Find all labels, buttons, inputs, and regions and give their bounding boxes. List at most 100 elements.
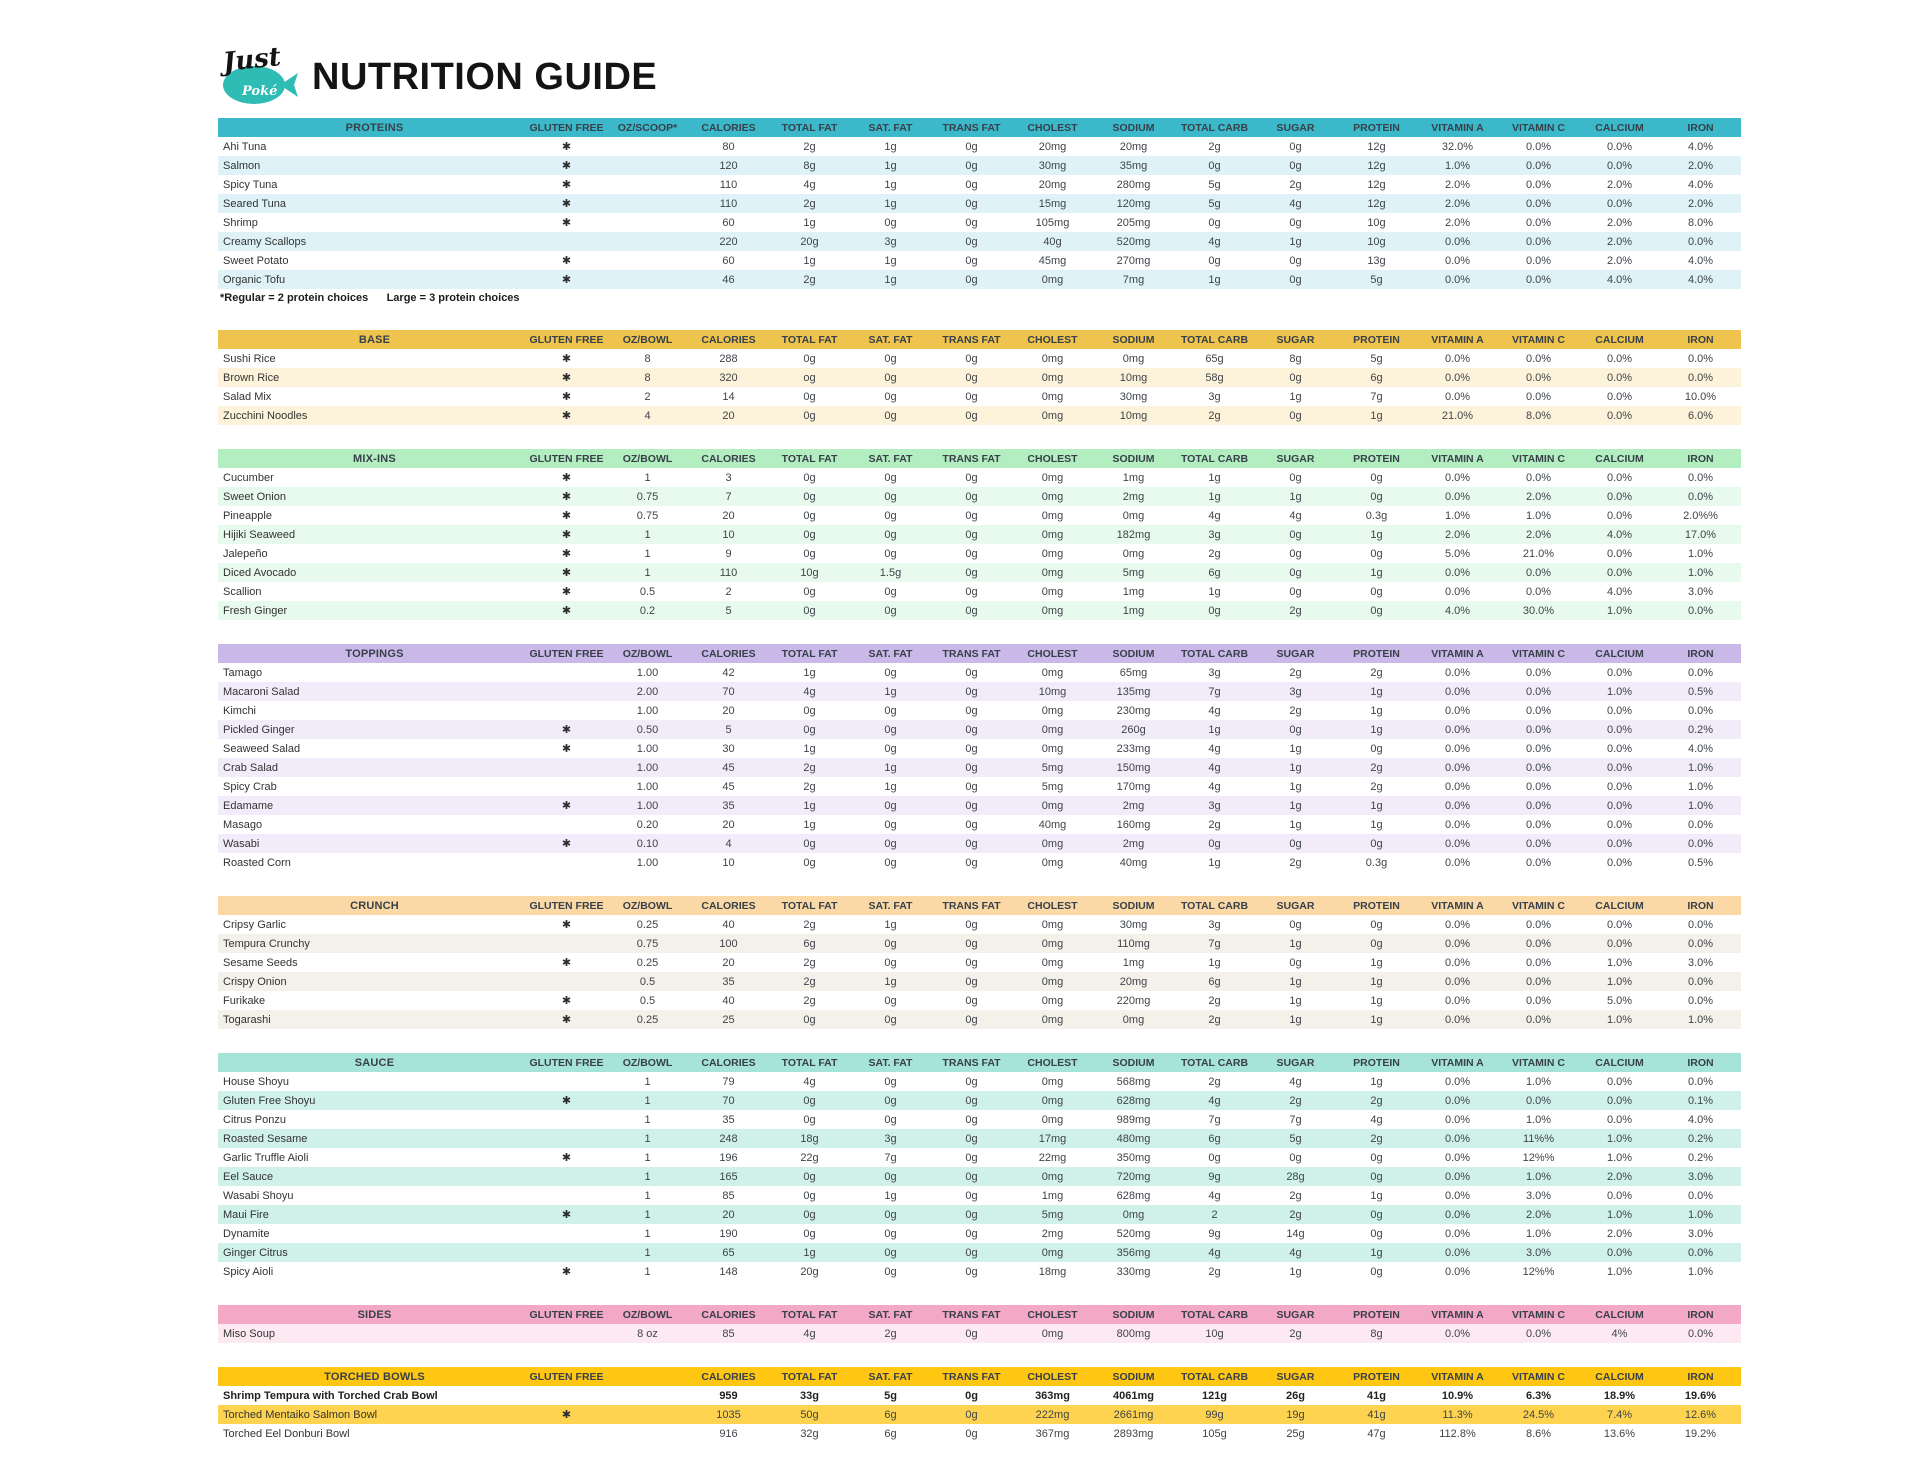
value-trans-fat: 0g: [965, 1227, 978, 1240]
section-toppings: TOPPINGS GLUTEN FREE OZ/BOWL CALORIES TOTAL …: [218, 644, 1741, 872]
value-iron: 3.0%: [1687, 1227, 1714, 1240]
value-vitamin-a: 112.8%: [1439, 1427, 1476, 1440]
gluten-free-icon: ✱: [561, 605, 572, 617]
value-cholest: 30mg: [1038, 159, 1067, 172]
value-sodium: 520mg: [1116, 1227, 1151, 1240]
item-name: Ginger Citrus: [223, 1246, 288, 1259]
value-total-fat: 1g: [803, 216, 816, 229]
quantity-cell: 1: [644, 1265, 651, 1278]
value-sugar: 1g: [1289, 780, 1302, 793]
value-total-carb: 6g: [1208, 566, 1221, 579]
quantity-cell: 1: [644, 1246, 651, 1259]
col-header-vitamin-c: VITAMIN C: [1512, 333, 1565, 346]
value-sat-fat: 3g: [884, 235, 897, 248]
col-header-sat-fat: SAT. FAT: [868, 647, 913, 660]
value-calories: 10: [722, 528, 735, 541]
value-protein: 10g: [1367, 235, 1386, 248]
table-row: Jalepeño ✱ 1 9 0g 0g 0g 0mg 0mg 2g 0g 0g 5.0% 21.0% 0.…: [218, 544, 1741, 563]
value-iron: 0.1%: [1687, 1094, 1714, 1107]
value-sat-fat: 0g: [884, 409, 897, 422]
value-vitamin-a: 0.0%: [1444, 918, 1471, 931]
value-iron: 0.0%: [1687, 1189, 1714, 1202]
value-trans-fat: 0g: [965, 390, 978, 403]
value-sat-fat: 0g: [884, 528, 897, 541]
value-sodium: 160mg: [1116, 818, 1151, 831]
value-sodium: 1mg: [1122, 471, 1145, 484]
value-sodium: 233mg: [1116, 742, 1151, 755]
value-vitamin-c: 1.0%: [1525, 1170, 1552, 1183]
table-row: Citrus Ponzu 1 35 0g 0g 0g 0mg 989mg 7g 7g 4g 0.0% 1…: [218, 1110, 1741, 1129]
value-iron: 1.0%: [1687, 566, 1714, 579]
value-sat-fat: 0g: [884, 956, 897, 969]
table-row: Edamame ✱ 1.00 35 1g 0g 0g 0mg 2mg 3g 1g 1g 0.0% 0.0%…: [218, 796, 1741, 815]
col-header-vitamin-a: VITAMIN A: [1431, 1308, 1484, 1321]
col-header-sodium: SODIUM: [1112, 333, 1155, 346]
value-calcium: 4.0%: [1606, 528, 1633, 541]
table-row: Salad Mix ✱ 2 14 0g 0g 0g 0mg 30mg 3g 1g 7g 0.0% 0.0%…: [218, 387, 1741, 406]
value-calcium: 4.0%: [1606, 585, 1633, 598]
value-vitamin-a: 0.0%: [1444, 1227, 1471, 1240]
value-cholest: 0mg: [1041, 837, 1064, 850]
value-cholest: 0mg: [1041, 975, 1064, 988]
value-sodium: 170mg: [1116, 780, 1151, 793]
quantity-cell: 1: [644, 1189, 651, 1202]
item-name: Gluten Free Shoyu: [223, 1094, 316, 1107]
table-row: Spicy Aioli ✱ 1 148 20g 0g 0g 18mg 330mg 2g 1g 0g 0.…: [218, 1262, 1741, 1281]
section-mix-ins: MIX-INS GLUTEN FREE OZ/BOWL CALORIES TOTAL F…: [218, 449, 1741, 620]
value-cholest: 0mg: [1041, 1327, 1064, 1340]
table-row: Ahi Tuna ✱ 80 2g 1g 0g 20mg 20mg 2g 0g 12g 32.0% 0.0…: [218, 137, 1741, 156]
section-header-row: BASE GLUTEN FREE OZ/BOWL CALORIES TOTAL FAT S…: [218, 330, 1741, 349]
value-calcium: 2.0%: [1606, 1170, 1633, 1183]
value-sodium: 4061mg: [1113, 1389, 1154, 1402]
value-total-carb: 4g: [1208, 509, 1221, 522]
value-total-fat: 50g: [800, 1408, 819, 1421]
value-sat-fat: 1.5g: [879, 566, 902, 579]
value-vitamin-a: 2.0%: [1444, 197, 1471, 210]
value-cholest: 0mg: [1041, 937, 1064, 950]
value-sat-fat: 1g: [884, 159, 897, 172]
col-header-gluten-free: GLUTEN FREE: [529, 1056, 604, 1069]
col-header-sugar: SUGAR: [1276, 452, 1315, 465]
value-sat-fat: 0g: [884, 1227, 897, 1240]
value-total-fat: 2g: [803, 780, 816, 793]
gluten-free-icon: ✱: [561, 724, 572, 736]
section-footnote: *Regular = 2 protein choices Large = 3 p…: [220, 291, 520, 304]
value-calcium: 0.0%: [1606, 742, 1633, 755]
value-iron: 1.0%: [1687, 1265, 1714, 1278]
col-header-total-carb: TOTAL CARB: [1180, 333, 1249, 346]
value-total-carb: 7g: [1208, 1113, 1221, 1126]
value-cholest: 0mg: [1041, 604, 1064, 617]
item-name: Ahi Tuna: [223, 140, 267, 153]
value-calcium: 1.0%: [1606, 1265, 1633, 1278]
value-iron: 1.0%: [1687, 799, 1714, 812]
value-vitamin-a: 0.0%: [1444, 273, 1471, 286]
value-total-fat: 2g: [803, 140, 816, 153]
value-vitamin-c: 0.0%: [1525, 837, 1552, 850]
value-vitamin-a: 0.0%: [1444, 994, 1471, 1007]
value-sat-fat: 0g: [884, 1013, 897, 1026]
quantity-cell: 0.5: [639, 585, 656, 598]
value-calories: 1035: [716, 1408, 741, 1421]
value-cholest: 0mg: [1041, 371, 1064, 384]
value-sodium: 0mg: [1122, 1208, 1145, 1221]
value-iron: 19.2%: [1684, 1427, 1717, 1440]
section-base: BASE GLUTEN FREE OZ/BOWL CALORIES TOTAL FAT S…: [218, 330, 1741, 425]
table-row: Spicy Tuna ✱ 110 4g 1g 0g 20mg 280mg 5g 2g 12g 2.0%…: [218, 175, 1741, 194]
value-total-carb: 9g: [1208, 1227, 1221, 1240]
value-trans-fat: 0g: [965, 1208, 978, 1221]
col-header-vitamin-a: VITAMIN A: [1431, 899, 1484, 912]
value-cholest: 40mg: [1038, 818, 1067, 831]
value-total-carb: 4g: [1208, 704, 1221, 717]
value-protein: 47g: [1367, 1427, 1386, 1440]
item-name: Edamame: [223, 799, 274, 812]
value-vitamin-c: 0.0%: [1525, 761, 1552, 774]
value-calories: 20: [722, 1208, 735, 1221]
col-header-gluten-free: GLUTEN FREE: [529, 647, 604, 660]
value-total-fat: 10g: [800, 566, 819, 579]
value-iron: 0.0%: [1687, 1327, 1714, 1340]
value-trans-fat: 0g: [965, 761, 978, 774]
table-row: Seared Tuna ✱ 110 2g 1g 0g 15mg 120mg 5g 4g 12g 2.0…: [218, 194, 1741, 213]
value-sodium: 330mg: [1116, 1265, 1151, 1278]
value-total-carb: 65g: [1205, 352, 1224, 365]
gluten-free-icon: ✱: [561, 800, 572, 812]
